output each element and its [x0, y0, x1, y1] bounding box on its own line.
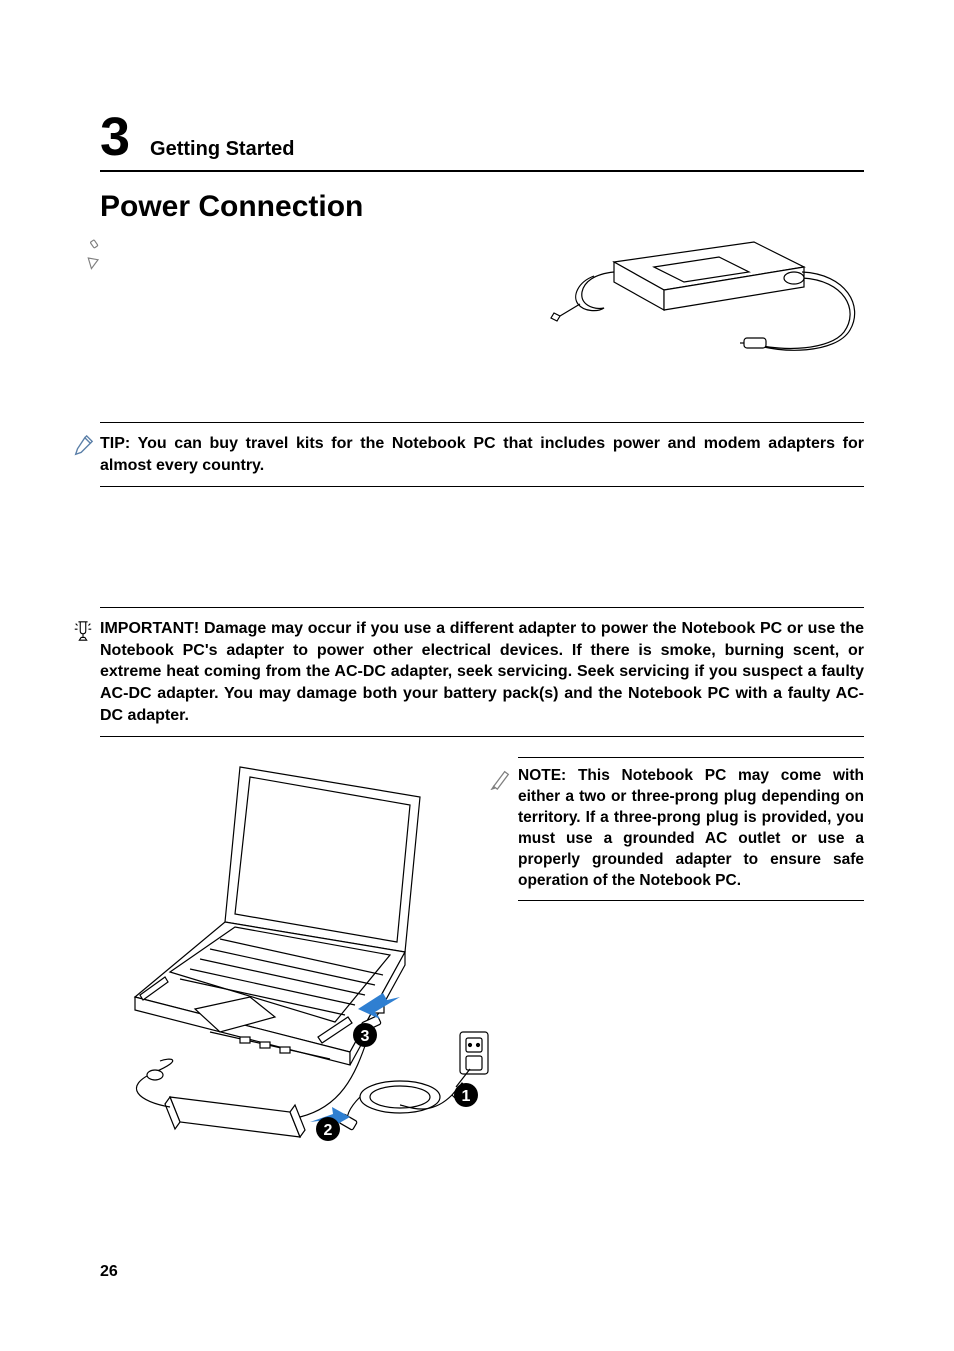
chapter-title: Getting Started — [150, 138, 294, 161]
important-text: IMPORTANT! Damage may occur if you use a… — [100, 618, 864, 726]
page-number: 26 — [100, 1263, 118, 1281]
tip-callout: TIP: You can buy travel kits for the Not… — [100, 422, 864, 487]
adapter-illustration — [100, 232, 864, 382]
note-text: NOTE: This Notebook PC may come with eit… — [518, 766, 864, 892]
important-icon — [72, 620, 96, 647]
document-page: 3 Getting Started Power Connection — [0, 0, 954, 1351]
tip-icon — [72, 435, 96, 462]
laptop-diagram: 3 2 1 — [100, 757, 500, 1162]
chapter-number: 3 — [100, 110, 130, 164]
important-callout: IMPORTANT! Damage may occur if you use a… — [100, 607, 864, 737]
chapter-header: 3 Getting Started — [100, 110, 864, 172]
diagram-label-1: 1 — [462, 1088, 471, 1105]
diagram-label-3: 3 — [361, 1028, 370, 1045]
section-title: Power Connection — [100, 190, 864, 224]
diagram-and-note: 3 2 1 NOTE: This Notebook PC may come wi… — [100, 757, 864, 1162]
note-icon — [490, 768, 514, 795]
pen-decor-icon — [80, 240, 108, 273]
diagram-label-2: 2 — [324, 1122, 333, 1139]
note-callout: NOTE: This Notebook PC may come with eit… — [518, 757, 864, 901]
tip-text: TIP: You can buy travel kits for the Not… — [100, 433, 864, 476]
